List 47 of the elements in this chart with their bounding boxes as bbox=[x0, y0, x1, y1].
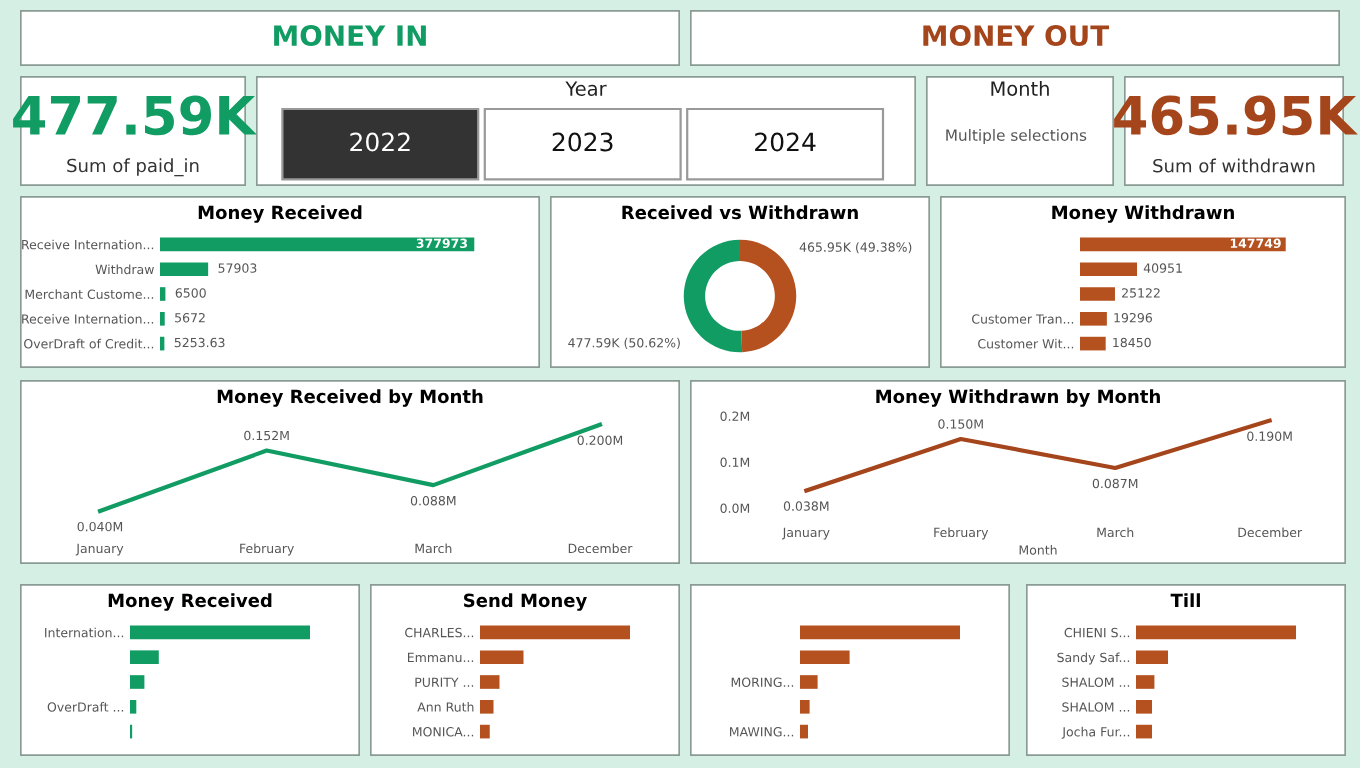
bar bbox=[1080, 311, 1107, 326]
bar bbox=[130, 699, 137, 714]
bar bbox=[480, 724, 490, 739]
bar bbox=[800, 625, 960, 640]
chart-title: Send Money bbox=[464, 593, 587, 611]
text: 465.95K bbox=[1114, 95, 1358, 136]
bar bbox=[800, 675, 818, 689]
chart-title: Money Received bbox=[108, 593, 272, 611]
bar bbox=[1136, 724, 1152, 739]
bar bbox=[800, 650, 850, 665]
bar bbox=[130, 650, 159, 665]
bar bbox=[1136, 699, 1152, 714]
bar bbox=[1136, 675, 1155, 689]
bar bbox=[1080, 336, 1106, 351]
bar bbox=[480, 650, 524, 665]
chart-title: Money Withdrawn bbox=[1052, 205, 1234, 223]
text: 2022 bbox=[350, 132, 410, 152]
bar bbox=[480, 675, 500, 689]
donut-slice bbox=[740, 239, 797, 353]
chart-title: Money Received by Month bbox=[217, 389, 483, 407]
chart-title: Money Received bbox=[198, 205, 362, 223]
bar bbox=[160, 287, 166, 301]
text: 2024 bbox=[755, 132, 816, 152]
bar bbox=[800, 699, 810, 714]
text: Sum of paid_in bbox=[67, 158, 199, 177]
bar bbox=[160, 262, 209, 277]
bar bbox=[1080, 287, 1115, 301]
bar bbox=[480, 625, 630, 640]
text: Year bbox=[565, 81, 607, 96]
chart-title: Received vs Withdrawn bbox=[622, 205, 858, 220]
bar bbox=[1136, 650, 1168, 665]
bar bbox=[1080, 262, 1138, 277]
bar bbox=[130, 675, 145, 689]
bar bbox=[800, 724, 808, 739]
donut-slice bbox=[683, 239, 743, 353]
bar bbox=[480, 699, 494, 714]
text: MONEY IN bbox=[274, 25, 426, 47]
text: 2023 bbox=[552, 132, 613, 152]
bar bbox=[1136, 625, 1296, 640]
bar bbox=[160, 237, 475, 252]
chart-title: Money Withdrawn by Month bbox=[876, 389, 1160, 407]
chart-title: Till bbox=[1170, 593, 1200, 607]
text: Sum of withdrawn bbox=[1153, 158, 1315, 173]
text: Month bbox=[991, 80, 1049, 96]
text: MONEY OUT bbox=[923, 25, 1110, 47]
bar bbox=[130, 625, 310, 640]
text: 477.59K bbox=[13, 95, 257, 136]
